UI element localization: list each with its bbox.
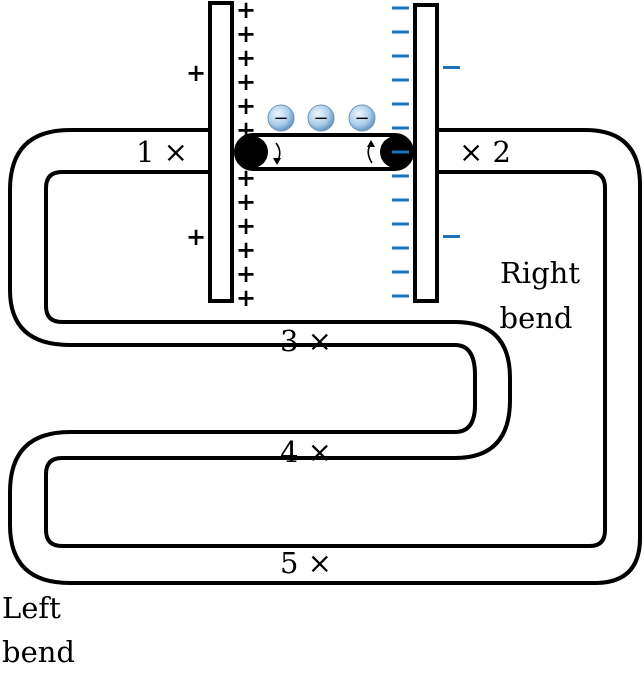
field-negative-sign-lower xyxy=(443,235,460,238)
position-label-4: 4 × xyxy=(280,435,332,469)
plate-positive-charge-2: + xyxy=(236,19,256,48)
plate-positive-charge-1: + xyxy=(236,0,256,24)
right-bend-label-line2: bend xyxy=(500,301,573,335)
right-pulley-rotation-arrow-icon xyxy=(367,140,375,164)
plate-positive-charge-5: + xyxy=(236,91,256,120)
plate-negative-charge-6 xyxy=(392,126,409,130)
electron-sign: − xyxy=(273,108,288,129)
plate-negative-charge-13 xyxy=(392,294,409,298)
plate-negative-charge-12 xyxy=(392,270,409,274)
plate-positive-charge-6: + xyxy=(236,115,256,144)
plate-negative-charge-7 xyxy=(392,150,409,154)
electron-3: − xyxy=(348,104,376,132)
negative-charge-column xyxy=(392,6,409,298)
plate-negative-charge-2 xyxy=(392,30,409,34)
plate-negative-charge-9 xyxy=(392,198,409,202)
plate-positive-charge-7: + xyxy=(236,139,256,168)
field-positive-sign-lower: + xyxy=(186,222,206,251)
plate-negative-charge-1 xyxy=(392,6,409,10)
plate-positive-charge-12: + xyxy=(236,259,256,288)
plate-positive-charge-10: + xyxy=(236,211,256,240)
plate-positive-charge-11: + xyxy=(236,235,256,264)
position-label-3: 3 × xyxy=(280,324,332,358)
plate-negative-charge-4 xyxy=(392,78,409,82)
positive-charge-column: +++++++++++++ xyxy=(236,0,256,312)
left-bend-label-line1: Left xyxy=(2,591,61,625)
electron-2: − xyxy=(307,104,335,132)
track-inner-boundary xyxy=(44,170,607,548)
plate-positive-charge-3: + xyxy=(236,43,256,72)
electron-sign: − xyxy=(354,108,369,129)
right-negative-plate xyxy=(413,3,439,303)
left-positive-plate xyxy=(208,1,234,303)
position-label-1: 1 × xyxy=(136,135,188,169)
position-label-2: × 2 xyxy=(459,135,511,169)
left-bend-label-line2: bend xyxy=(2,635,75,669)
plate-negative-charge-3 xyxy=(392,54,409,58)
electron-sign: − xyxy=(313,108,328,129)
track-outer-boundary xyxy=(8,128,642,585)
field-positive-sign-upper: + xyxy=(186,58,206,87)
left-pulley-rotation-arrow-icon xyxy=(273,142,281,165)
plate-positive-charge-9: + xyxy=(236,187,256,216)
plate-negative-charge-10 xyxy=(392,222,409,226)
plate-positive-charge-13: + xyxy=(236,283,256,312)
plate-negative-charge-5 xyxy=(392,102,409,106)
electron-1: − xyxy=(267,104,295,132)
plate-positive-charge-8: + xyxy=(236,163,256,192)
plate-negative-charge-11 xyxy=(392,246,409,250)
plate-negative-charge-8 xyxy=(392,174,409,178)
field-negative-sign-upper xyxy=(443,66,460,69)
left-pulley xyxy=(236,136,268,168)
right-bend-label-line1: Right xyxy=(500,256,580,290)
plate-positive-charge-4: + xyxy=(236,67,256,96)
position-label-5: 5 × xyxy=(280,546,332,580)
